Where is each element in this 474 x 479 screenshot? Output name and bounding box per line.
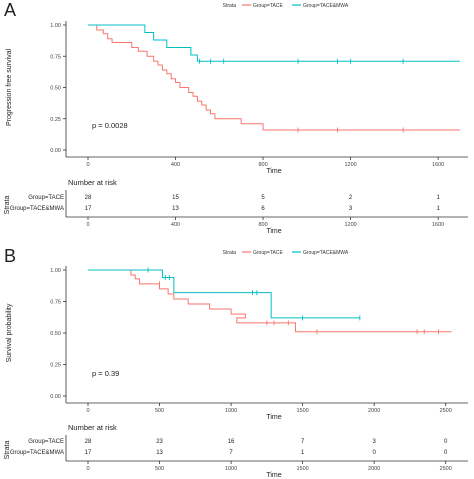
risk-count: 16 (228, 439, 235, 445)
x-tick-label: 0 (86, 408, 89, 414)
risk-count: 15 (172, 195, 179, 201)
risk-table-title: Number at risk (68, 423, 117, 432)
risk-count: 1 (301, 450, 305, 456)
y-axis-title: Progression free survival (6, 49, 13, 126)
legend: Strata Group=TACE Group=TACE&MWA (223, 250, 349, 256)
risk-x-axis-title: Time (266, 472, 281, 479)
legend-entry: Group=TACE (253, 3, 283, 9)
x-tick-label: 1200 (344, 162, 356, 168)
strata-label: Strata (4, 196, 11, 215)
y-tick-label: 0.50 (50, 331, 61, 337)
risk-x-tick-label: 1200 (344, 222, 356, 228)
risk-count: 17 (85, 450, 92, 456)
x-tick-label: 1600 (432, 162, 444, 168)
survival-curve (88, 24, 460, 62)
risk-count: 1 (436, 206, 440, 212)
risk-count: 28 (85, 195, 92, 201)
panel-b: B Strata Group=TACE Group=TACE&MWA 0.00 0.25 0… (4, 246, 468, 479)
y-tick-label: 0.00 (50, 148, 61, 154)
risk-count: 0 (372, 450, 376, 456)
risk-count: 0 (444, 439, 448, 445)
survival-curve (88, 269, 360, 319)
x-tick-label: 1000 (225, 408, 237, 414)
risk-count: 13 (156, 450, 163, 456)
risk-x-tick-label: 0 (86, 466, 89, 472)
y-axis-title: Survival probability (6, 303, 13, 362)
risk-count: 28 (85, 439, 92, 445)
risk-x-tick-label: 0 (86, 222, 89, 228)
risk-x-tick-label: 800 (258, 222, 267, 228)
x-axis-title: Time (266, 414, 281, 421)
risk-count: 23 (156, 439, 163, 445)
risk-row-name: Group=TACE (28, 195, 64, 201)
x-tick-label: 2000 (368, 408, 380, 414)
series-tace (88, 269, 452, 335)
risk-count: 7 (301, 439, 305, 445)
y-tick-label: 1.00 (50, 23, 61, 29)
p-value: p = 0.0028 (92, 121, 128, 130)
risk-count: 17 (85, 206, 92, 212)
risk-count: 2 (349, 195, 353, 201)
panel-a: A Strata Group=TACE Group=TACE&MWA 0.00 0.25 0… (4, 0, 468, 235)
legend-entry: Group=TACE&MWA (303, 250, 349, 256)
y-tick-label: 0.00 (50, 394, 61, 400)
legend-entry: Group=TACE (253, 250, 283, 256)
risk-count: 1 (436, 195, 440, 201)
risk-count: 3 (372, 439, 376, 445)
risk-row-name: Group=TACE&MWA (10, 206, 64, 212)
legend: Strata Group=TACE Group=TACE&MWA (223, 3, 349, 9)
risk-x-tick-label: 1600 (432, 222, 444, 228)
survival-curve (88, 24, 460, 131)
risk-count: 7 (229, 450, 233, 456)
risk-count: 6 (261, 206, 265, 212)
risk-table: Number at risk Strata Group=TACE 28 23 16 7 3 0 G… (4, 423, 468, 479)
risk-x-tick-label: 2500 (440, 466, 452, 472)
y-tick-label: 1.00 (50, 268, 61, 274)
y-tick-label: 0.25 (50, 117, 61, 123)
legend-entry: Group=TACE&MWA (303, 3, 349, 9)
risk-table-title: Number at risk (68, 178, 117, 187)
risk-count: 5 (261, 195, 265, 201)
y-tick-label: 0.75 (50, 54, 61, 60)
strata-label: Strata (4, 441, 11, 460)
y-tick-label: 0.25 (50, 363, 61, 369)
risk-count: 3 (349, 206, 353, 212)
x-tick-label: 500 (155, 408, 164, 414)
panel-letter: B (4, 246, 16, 266)
risk-count: 0 (444, 450, 448, 456)
y-tick-label: 0.75 (50, 300, 61, 306)
panel-letter: A (4, 0, 16, 20)
risk-row-name: Group=TACE&MWA (10, 450, 64, 456)
risk-x-tick-label: 2000 (368, 466, 380, 472)
x-tick-label: 0 (86, 162, 89, 168)
risk-x-tick-label: 400 (171, 222, 180, 228)
risk-x-tick-label: 1000 (225, 466, 237, 472)
survival-curve (88, 269, 452, 333)
risk-x-tick-label: 500 (155, 466, 164, 472)
risk-table: Number at risk Strata Group=TACE 28 15 5 2 1 Gro… (4, 178, 468, 235)
risk-x-tick-label: 1500 (296, 466, 308, 472)
legend-title: Strata (223, 3, 237, 9)
p-value: p = 0.39 (92, 369, 119, 378)
risk-row-name: Group=TACE (28, 439, 64, 445)
series-tace-mwa (88, 24, 460, 64)
x-tick-label: 2500 (440, 408, 452, 414)
series-tace-mwa (88, 267, 361, 321)
risk-x-axis-title: Time (266, 228, 281, 235)
x-tick-label: 800 (258, 162, 267, 168)
y-tick-label: 0.50 (50, 86, 61, 92)
x-tick-label: 400 (171, 162, 180, 168)
series-tace (88, 24, 460, 133)
risk-count: 13 (172, 206, 179, 212)
x-tick-label: 1500 (296, 408, 308, 414)
x-axis-title: Time (266, 168, 281, 175)
legend-title: Strata (223, 250, 237, 256)
